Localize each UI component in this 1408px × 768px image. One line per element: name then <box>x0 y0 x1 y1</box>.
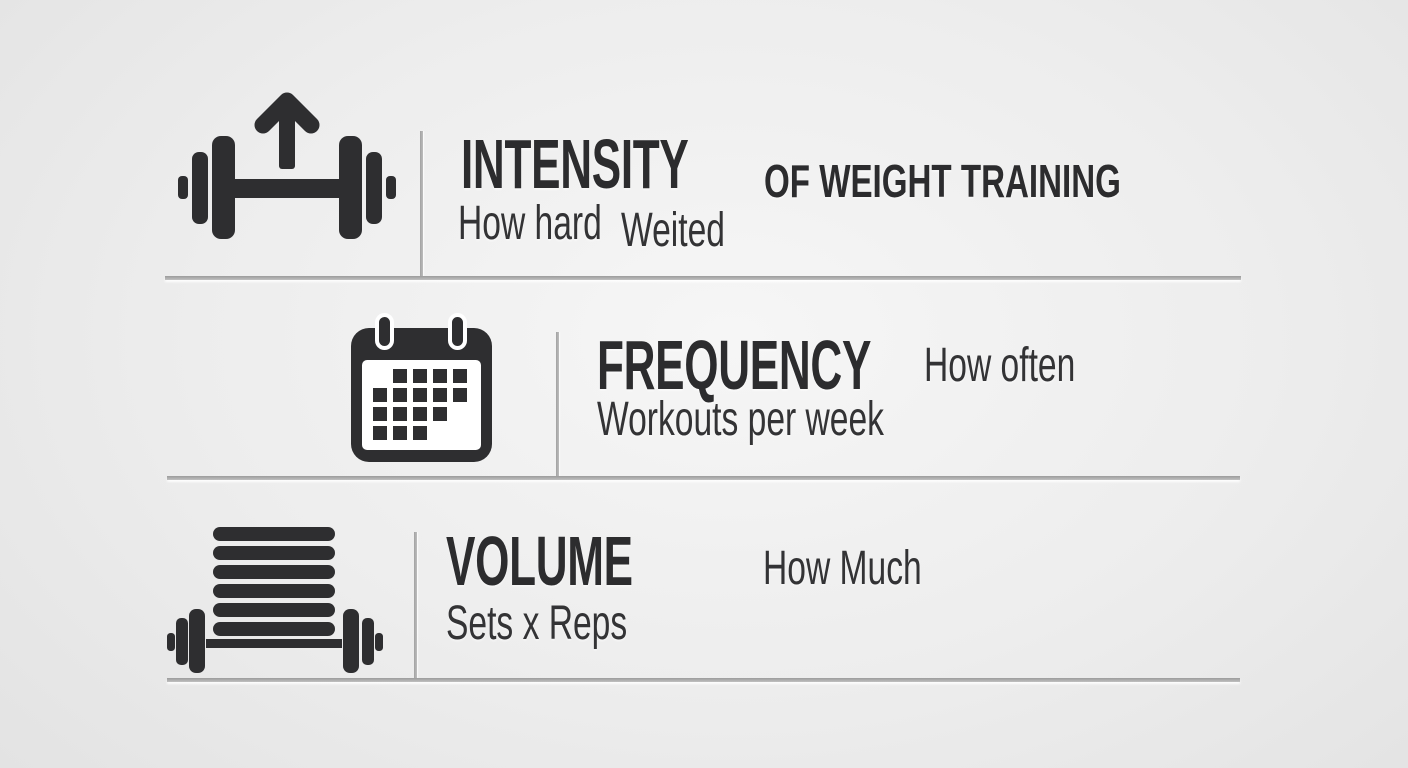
row-divider-horizontal <box>165 276 1241 280</box>
frequency-side-note: How often <box>924 339 1076 392</box>
dumbbell-up-arrow-icon <box>178 92 396 240</box>
intensity-subtitle: How hard <box>458 197 602 250</box>
calendar-icon <box>349 312 494 464</box>
barbell-plates-icon <box>166 526 384 674</box>
row-divider-horizontal <box>167 678 1240 682</box>
frequency-title: FREQUENCY <box>597 326 872 404</box>
intensity-subtitle-overlay: Weited <box>621 204 725 257</box>
volume-title: VOLUME <box>446 522 633 600</box>
row-divider-vertical <box>556 332 559 478</box>
volume-subtitle: Sets x Reps <box>446 597 628 650</box>
intensity-title: INTENSITY <box>461 125 689 203</box>
row-divider-vertical <box>414 532 417 680</box>
row-divider-vertical <box>420 131 423 277</box>
volume-side-note: How Much <box>763 542 922 595</box>
frequency-subtitle: Workouts per week <box>597 393 884 446</box>
row-divider-horizontal <box>167 476 1240 480</box>
intensity-side-note: OF WEIGHT TRAINING <box>764 155 1121 207</box>
